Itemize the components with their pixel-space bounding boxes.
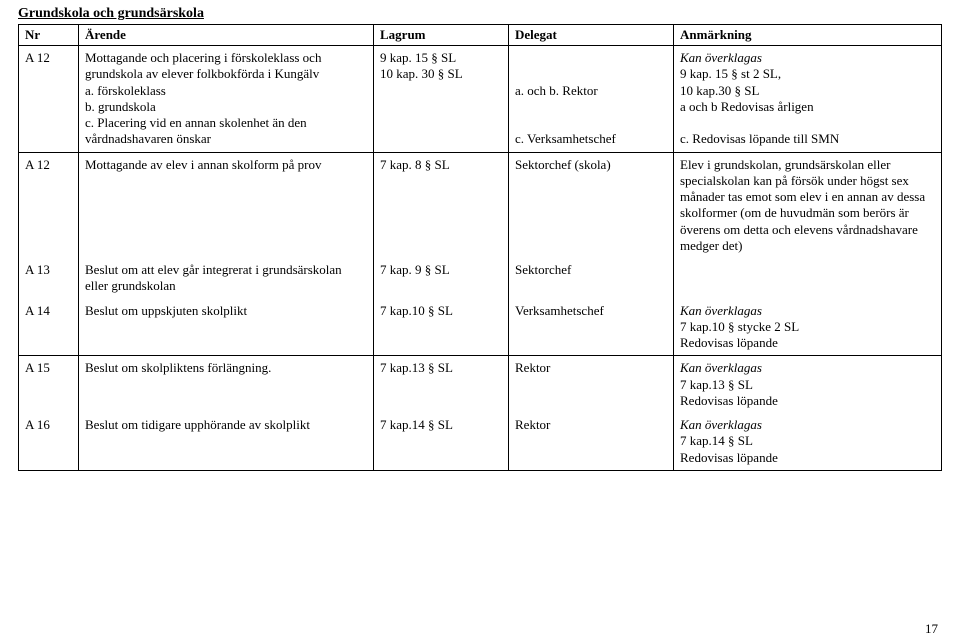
- document-title: Grundskola och grundsärskola: [18, 6, 942, 22]
- cell-arende-text: Beslut om uppskjuten skolplikt: [85, 303, 367, 319]
- cell-arende: Beslut om tidigare upphörande av skolpli…: [79, 413, 374, 470]
- cell-lagrum: 7 kap. 8 § SL: [374, 152, 509, 258]
- cell-anm: [674, 258, 942, 299]
- note-italic: Kan överklagas: [680, 417, 935, 433]
- cell-anm: Kan överklagas7 kap.10 § stycke 2 SL Red…: [674, 299, 942, 356]
- cell-lagrum: 7 kap.10 § SL: [374, 299, 509, 356]
- table-header: Nr Ärende Lagrum Delegat Anmärkning: [19, 25, 942, 46]
- cell-lagrum: 9 kap. 15 § SL 10 kap. 30 § SL: [374, 46, 509, 153]
- cell-delegat-text: Sektorchef: [515, 262, 667, 278]
- cell-nr-text: A 13: [25, 262, 72, 278]
- cell-delegat: Verksamhetschef: [509, 299, 674, 356]
- cell-delegat-text: Rektor: [515, 360, 667, 376]
- cell-lagrum: 7 kap. 9 § SL: [374, 258, 509, 299]
- cell-lagrum-text: 9 kap. 15 § SL 10 kap. 30 § SL: [380, 50, 502, 83]
- note-text: 7 kap.13 § SL Redovisas löpande: [680, 377, 935, 410]
- table-body: A 12 Mottagande och placering i förskolek…: [19, 46, 942, 471]
- col-header-arende: Ärende: [79, 25, 374, 46]
- cell-lagrum-text: 7 kap.14 § SL: [380, 417, 502, 433]
- cell-lagrum-text: 7 kap. 8 § SL: [380, 157, 502, 173]
- note-italic: Kan överklagas: [680, 303, 935, 319]
- col-header-nr: Nr: [19, 25, 79, 46]
- cell-delegat-text: a. och b. Rektor c. Verksamhetschef: [515, 50, 667, 148]
- cell-lagrum: 7 kap.14 § SL: [374, 413, 509, 470]
- cell-nr-text: A 14: [25, 303, 72, 319]
- cell-delegat-text: Sektorchef (skola): [515, 157, 667, 173]
- cell-anm: Kan överklagas9 kap. 15 § st 2 SL, 10 ka…: [674, 46, 942, 153]
- main-table: Nr Ärende Lagrum Delegat Anmärkning A 12…: [18, 24, 942, 471]
- cell-delegat: Sektorchef: [509, 258, 674, 299]
- note-italic: Kan överklagas: [680, 50, 935, 66]
- cell-lagrum-text: 7 kap.10 § SL: [380, 303, 502, 319]
- cell-nr: A 14: [19, 299, 79, 356]
- cell-delegat: Rektor: [509, 413, 674, 470]
- cell-arende: Mottagande och placering i förskoleklass…: [79, 46, 374, 153]
- cell-delegat: Sektorchef (skola): [509, 152, 674, 258]
- note-text: 9 kap. 15 § st 2 SL, 10 kap.30 § SL a oc…: [680, 66, 935, 147]
- note-text: 7 kap.14 § SL Redovisas löpande: [680, 433, 935, 466]
- cell-arende: Beslut om skolpliktens förlängning.: [79, 356, 374, 413]
- note-text: Elev i grundskolan, grundsärskolan eller…: [680, 157, 935, 255]
- note-text: 7 kap.10 § stycke 2 SL Redovisas löpande: [680, 319, 935, 352]
- cell-arende-text: Beslut om tidigare upphörande av skolpli…: [85, 417, 367, 433]
- cell-lagrum-text: 7 kap. 9 § SL: [380, 262, 502, 278]
- col-header-anm: Anmärkning: [674, 25, 942, 46]
- cell-arende: Beslut om att elev går integrerat i grun…: [79, 258, 374, 299]
- cell-lagrum: 7 kap.13 § SL: [374, 356, 509, 413]
- col-header-delegat: Delegat: [509, 25, 674, 46]
- note-italic: Kan överklagas: [680, 360, 935, 376]
- cell-arende-text: Beslut om skolpliktens förlängning.: [85, 360, 367, 376]
- cell-arende: Beslut om uppskjuten skolplikt: [79, 299, 374, 356]
- col-header-lagrum: Lagrum: [374, 25, 509, 46]
- cell-delegat: a. och b. Rektor c. Verksamhetschef: [509, 46, 674, 153]
- cell-delegat: Rektor: [509, 356, 674, 413]
- cell-nr: A 16: [19, 413, 79, 470]
- cell-delegat-text: Verksamhetschef: [515, 303, 667, 319]
- table-row: A 15 Beslut om skolpliktens förlängning. 7…: [19, 356, 942, 413]
- cell-anm: Kan överklagas7 kap.14 § SL Redovisas lö…: [674, 413, 942, 470]
- cell-anm: Kan överklagas7 kap.13 § SL Redovisas lö…: [674, 356, 942, 413]
- cell-nr-text: A 15: [25, 360, 72, 376]
- cell-arende-text: Beslut om att elev går integrerat i grun…: [85, 262, 367, 295]
- table-row: A 14 Beslut om uppskjuten skolplikt 7 kap.…: [19, 299, 942, 356]
- table-row: A 12 Mottagande av elev i annan skolform …: [19, 152, 942, 258]
- cell-arende-text: Mottagande av elev i annan skolform på p…: [85, 157, 367, 173]
- cell-anm: Elev i grundskolan, grundsärskolan eller…: [674, 152, 942, 258]
- table-row: A 12 Mottagande och placering i förskolek…: [19, 46, 942, 153]
- page-number: 17: [925, 621, 938, 637]
- cell-arende: Mottagande av elev i annan skolform på p…: [79, 152, 374, 258]
- cell-nr-text: A 12: [25, 50, 72, 66]
- cell-lagrum-text: 7 kap.13 § SL: [380, 360, 502, 376]
- cell-nr: A 15: [19, 356, 79, 413]
- cell-nr: A 13: [19, 258, 79, 299]
- page: Grundskola och grundsärskola Nr Ärende L…: [0, 0, 960, 643]
- cell-arende-text: Mottagande och placering i förskoleklass…: [85, 50, 367, 148]
- cell-nr-text: A 16: [25, 417, 72, 433]
- cell-nr-text: A 12: [25, 157, 72, 173]
- table-row: A 16 Beslut om tidigare upphörande av sko…: [19, 413, 942, 470]
- cell-delegat-text: Rektor: [515, 417, 667, 433]
- table-row: A 13 Beslut om att elev går integrerat i …: [19, 258, 942, 299]
- cell-nr: A 12: [19, 46, 79, 153]
- cell-nr: A 12: [19, 152, 79, 258]
